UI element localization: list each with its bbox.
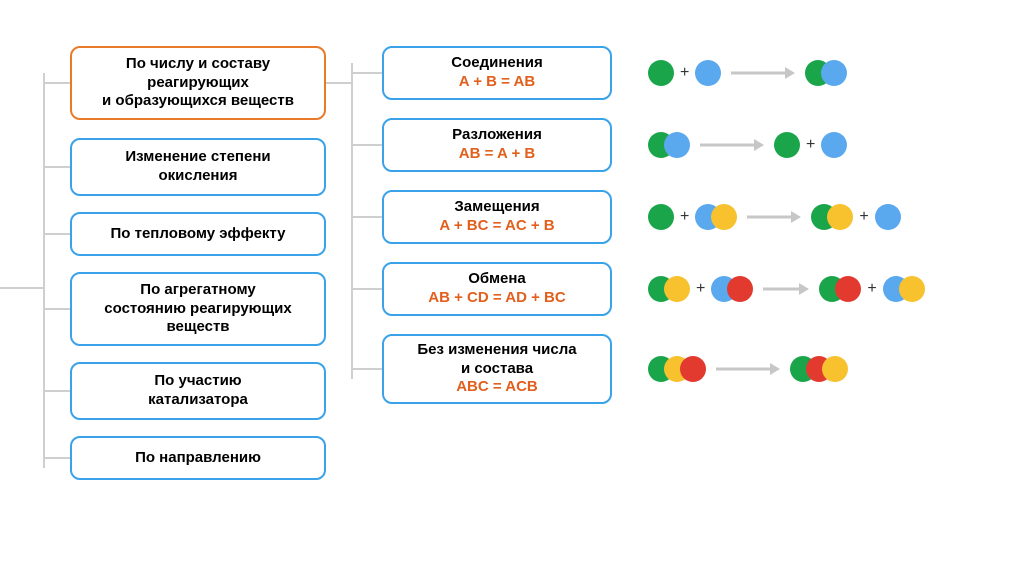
category-box-1: Изменение степениокисления	[70, 138, 326, 196]
plus-icon: +	[867, 280, 876, 298]
yellow-ball-icon	[711, 204, 737, 230]
red-ball-icon	[835, 276, 861, 302]
reaction-type-box-3: ОбменаAB + CD = AD + BC	[382, 262, 612, 316]
yellow-ball-icon	[664, 276, 690, 302]
arrow-icon	[700, 138, 764, 152]
reaction-type-formula: A + B = AB	[459, 73, 535, 92]
red-ball-icon	[680, 356, 706, 382]
reaction-type-title: Без изменения числаи состава	[417, 341, 576, 379]
green-ball-icon	[774, 132, 800, 158]
category-box-4: По участиюкатализатора	[70, 362, 326, 420]
yellow-ball-icon	[827, 204, 853, 230]
green-ball-icon	[648, 60, 674, 86]
molecule-cluster	[648, 132, 690, 158]
reaction-visual-3: ++	[648, 276, 925, 302]
arrow-icon	[763, 282, 809, 296]
blue-ball-icon	[664, 132, 690, 158]
arrow-icon	[731, 66, 795, 80]
molecule-cluster	[819, 276, 861, 302]
reaction-type-formula: AB + CD = AD + BC	[428, 289, 565, 308]
blue-ball-icon	[821, 60, 847, 86]
reaction-type-formula: A + BC = AC + B	[439, 217, 554, 236]
molecule-cluster	[648, 276, 690, 302]
green-ball-icon	[648, 204, 674, 230]
reaction-type-title: Разложения	[452, 126, 542, 145]
molecule-cluster	[695, 204, 737, 230]
reaction-type-title: Соединения	[451, 54, 543, 73]
molecule-cluster	[774, 132, 800, 158]
blue-ball-icon	[821, 132, 847, 158]
molecule-cluster	[875, 204, 901, 230]
category-box-2: По тепловому эффекту	[70, 212, 326, 256]
yellow-ball-icon	[899, 276, 925, 302]
category-title: По тепловому эффекту	[111, 225, 286, 244]
molecule-cluster	[883, 276, 925, 302]
reaction-visual-1: +	[648, 132, 847, 158]
reaction-type-formula: AB = A + B	[459, 145, 535, 164]
plus-icon: +	[680, 208, 689, 226]
reaction-type-title: Замещения	[454, 198, 539, 217]
plus-icon: +	[680, 64, 689, 82]
yellow-ball-icon	[822, 356, 848, 382]
reaction-type-title: Обмена	[468, 270, 526, 289]
molecule-cluster	[711, 276, 753, 302]
molecule-cluster	[821, 132, 847, 158]
diagram-stage: По числу и составуреагирующихи образующи…	[0, 0, 1024, 576]
category-title: По участиюкатализатора	[148, 372, 248, 410]
blue-ball-icon	[875, 204, 901, 230]
molecule-cluster	[811, 204, 853, 230]
molecule-cluster	[648, 356, 706, 382]
molecule-cluster	[790, 356, 848, 382]
category-title: Изменение степениокисления	[125, 148, 270, 186]
arrow-icon	[716, 362, 780, 376]
reaction-visual-0: +	[648, 60, 847, 86]
reaction-type-box-0: СоединенияA + B = AB	[382, 46, 612, 100]
molecule-cluster	[695, 60, 721, 86]
plus-icon: +	[806, 136, 815, 154]
reaction-type-formula: ABC = ACB	[456, 378, 538, 397]
blue-ball-icon	[695, 60, 721, 86]
reaction-type-box-2: ЗамещенияA + BC = AC + B	[382, 190, 612, 244]
arrow-icon	[747, 210, 801, 224]
category-box-5: По направлению	[70, 436, 326, 480]
category-title: По направлению	[135, 449, 261, 468]
reaction-visual-4	[648, 356, 848, 382]
reaction-type-box-4: Без изменения числаи составаABC = ACB	[382, 334, 612, 404]
category-title: По числу и составуреагирующихи образующи…	[102, 55, 294, 111]
plus-icon: +	[696, 280, 705, 298]
category-title: По агрегатномусостоянию реагирующихвещес…	[104, 281, 291, 337]
molecule-cluster	[805, 60, 847, 86]
plus-icon: +	[859, 208, 868, 226]
red-ball-icon	[727, 276, 753, 302]
molecule-cluster	[648, 204, 674, 230]
category-box-0: По числу и составуреагирующихи образующи…	[70, 46, 326, 120]
molecule-cluster	[648, 60, 674, 86]
reaction-visual-2: ++	[648, 204, 901, 230]
category-box-3: По агрегатномусостоянию реагирующихвещес…	[70, 272, 326, 346]
reaction-type-box-1: РазложенияAB = A + B	[382, 118, 612, 172]
